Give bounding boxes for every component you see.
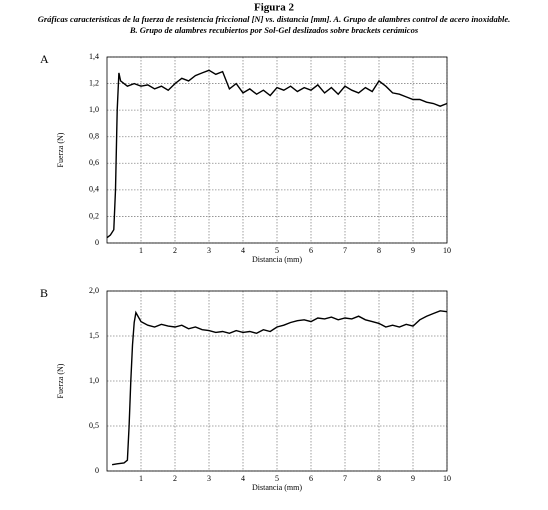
y-tick-label: 0 [95,238,99,247]
plot-frame [106,290,448,472]
x-tick-label: 5 [275,246,279,255]
x-tick-label: 7 [343,246,347,255]
y-tick-label: 1,2 [89,78,99,87]
x-tick-label: 3 [207,474,211,483]
y-tick-label: 0 [95,466,99,475]
y-tick-label: 0,8 [89,132,99,141]
y-tick-label: 1,4 [89,52,99,61]
x-axis-label: Distancia (mm) [252,483,302,492]
x-tick-label: 6 [309,246,313,255]
x-tick-label: 6 [309,474,313,483]
x-tick-label: 4 [241,246,245,255]
panel-label: B [40,286,48,300]
x-tick-label: 1 [139,474,143,483]
x-tick-label: 8 [377,474,381,483]
x-tick-label: 5 [275,474,279,483]
x-tick-label: 9 [411,246,415,255]
y-tick-label: 0,4 [89,185,99,194]
y-tick-label: 0,5 [89,421,99,430]
x-tick-label: 2 [173,474,177,483]
caption-line: Gráficas características de la fuerza de… [38,14,511,24]
x-axis-label: Distancia (mm) [252,255,302,264]
x-tick-label: 4 [241,474,245,483]
figure-title: Figura 2 [254,2,295,14]
y-tick-label: 1,5 [89,331,99,340]
plot-frame [106,56,448,244]
data-line [106,69,448,239]
panel-label: A [40,52,49,66]
x-tick-label: 2 [173,246,177,255]
y-axis-label: Fuerza (N) [56,363,65,398]
x-tick-label: 10 [443,246,451,255]
x-tick-label: 9 [411,474,415,483]
y-tick-label: 2,0 [89,286,99,295]
y-tick-label: 1,0 [89,105,99,114]
y-axis-label: Fuerza (N) [56,132,65,167]
data-line [111,310,448,466]
x-tick-label: 10 [443,474,451,483]
caption-line: B. Grupo de alambres recubiertos por Sol… [129,25,419,35]
y-tick-label: 1,0 [89,376,99,385]
x-tick-label: 1 [139,246,143,255]
y-tick-label: 0,2 [89,211,99,220]
x-tick-label: 7 [343,474,347,483]
y-tick-label: 0,6 [89,158,99,167]
x-tick-label: 3 [207,246,211,255]
x-tick-label: 8 [377,246,381,255]
